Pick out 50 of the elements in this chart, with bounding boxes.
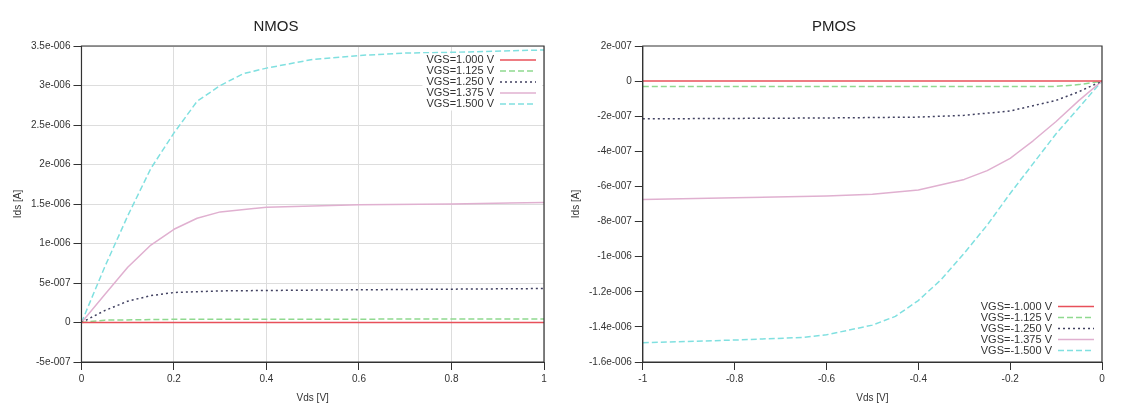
x-tick-label: -0.4 [909, 372, 928, 384]
x-tick-label: 0.6 [352, 372, 367, 384]
y-tick-label: 5e-007 [39, 276, 71, 288]
line-series [642, 80, 1102, 344]
x-axis-title: Vds [V] [856, 391, 889, 403]
y-axis-title: Ids [A] [11, 189, 23, 219]
legend-label: VGS=-1.500 V [980, 343, 1053, 356]
x-tick-label: 1 [541, 372, 548, 384]
legend-label: VGS=1.500 V [426, 97, 495, 110]
y-tick-label: 2.5e-006 [30, 118, 71, 130]
y-tick-label: -4e-007 [597, 145, 633, 157]
legend-label: VGS=1.250 V [426, 75, 495, 88]
x-tick-label: 0 [78, 372, 85, 384]
x-tick-label: -0.8 [726, 372, 744, 384]
chart-title: PMOS [811, 17, 857, 35]
legend-label: VGS=-1.250 V [980, 321, 1053, 334]
y-tick-label: -6e-007 [597, 180, 633, 192]
y-tick-label: 1.5e-006 [30, 197, 71, 209]
legend-label: VGS=-1.125 V [980, 310, 1053, 323]
legend-label: VGS=-1.375 V [980, 332, 1053, 345]
x-tick-label: 0.4 [259, 372, 274, 384]
x-tick-label: -0.6 [817, 372, 836, 384]
y-tick-label: -2e-007 [597, 109, 633, 121]
y-tick-label: -1e-006 [597, 250, 633, 262]
x-tick-label: 0.8 [444, 372, 459, 384]
x-axis-title: Vds [V] [296, 391, 330, 403]
y-axis-title: Ids [A] [569, 189, 581, 219]
y-tick-label: -1.6e-006 [589, 355, 633, 367]
y-tick-label: 3.5e-006 [30, 39, 71, 51]
x-tick-label: 0 [1099, 372, 1106, 384]
legend-label: VGS=1.125 V [426, 64, 495, 77]
line-series [81, 287, 544, 324]
y-tick-label: -8e-007 [597, 215, 633, 227]
line-series [642, 80, 1102, 120]
chart-title: NMOS [253, 17, 299, 35]
y-tick-label: 1e-006 [39, 237, 71, 249]
y-tick-label: 0 [626, 74, 633, 86]
y-tick-label: 2e-006 [39, 158, 71, 170]
x-tick-label: 0.2 [167, 372, 182, 384]
y-tick-label: 2e-007 [600, 39, 633, 51]
x-tick-label: -0.2 [1001, 372, 1020, 384]
legend-label: VGS=1.000 V [426, 53, 495, 66]
y-tick-label: -1.4e-006 [589, 320, 633, 332]
y-tick-label: -5e-007 [36, 355, 71, 367]
y-tick-label: 0 [64, 316, 71, 328]
legend-label: VGS=-1.000 V [980, 299, 1053, 312]
y-tick-label: -1.2e-006 [589, 285, 633, 297]
legend-label: VGS=1.375 V [426, 86, 495, 99]
y-tick-label: 3e-006 [39, 79, 71, 91]
x-tick-label: -1 [638, 372, 648, 384]
